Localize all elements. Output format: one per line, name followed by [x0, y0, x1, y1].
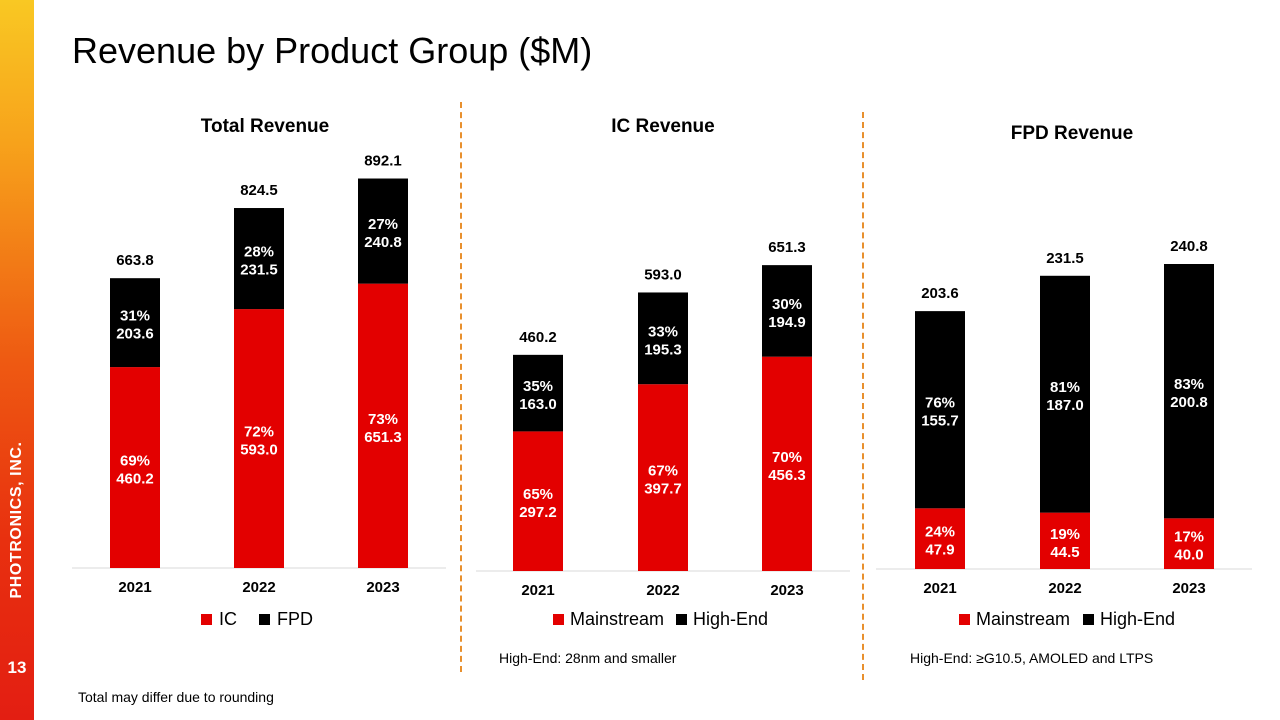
ic-legend-swatch-0: [553, 614, 564, 625]
total-percent-label-top-2022: 28%: [244, 244, 274, 261]
total-bar-top-2023: [358, 178, 408, 284]
total-category-label-2023: 2023: [366, 579, 399, 596]
ic-percent-label-bottom-2021: 65%: [523, 486, 553, 503]
ic-legend-label-1: High-End: [693, 609, 768, 629]
fpd-value-label-top-2022: 187.0: [1046, 397, 1084, 414]
total-legend-swatch-0: [201, 614, 212, 625]
fpd-percent-label-top-2021: 76%: [925, 395, 955, 412]
ic-value-label-top-2021: 163.0: [519, 396, 557, 413]
fpd-percent-label-bottom-2023: 17%: [1174, 529, 1204, 546]
ic-value-label-top-2022: 195.3: [644, 341, 682, 358]
fpd-percent-label-bottom-2022: 19%: [1050, 526, 1080, 543]
ic-total-label-2021: 460.2: [519, 329, 557, 346]
fpd-legend-label-0: Mainstream: [976, 609, 1070, 629]
fpd-total-label-2023: 240.8: [1170, 238, 1208, 255]
ic-percent-label-top-2023: 30%: [772, 296, 802, 313]
total-value-label-top-2021: 203.6: [116, 326, 154, 343]
ic-bar-top-2022: [638, 292, 688, 385]
fpd-category-label-2022: 2022: [1048, 580, 1081, 597]
panel-divider-1: [460, 102, 462, 672]
total-total-label-2023: 892.1: [364, 153, 402, 170]
ic-legend-label-0: Mainstream: [570, 609, 664, 629]
fpd-total-label-2022: 231.5: [1046, 250, 1084, 267]
total-bar-bottom-2023: [358, 283, 408, 568]
total-category-label-2022: 2022: [242, 579, 275, 596]
fpd-value-label-bottom-2022: 44.5: [1050, 544, 1079, 561]
total-percent-label-bottom-2023: 73%: [368, 411, 398, 428]
total-bar-bottom-2022: [234, 309, 284, 568]
total-total-label-2022: 824.5: [240, 182, 278, 199]
rounding-footnote: Total may differ due to rounding: [78, 689, 274, 705]
ic-chart-title: IC Revenue: [611, 116, 714, 137]
panel-divider-2: [862, 112, 864, 680]
fpd-legend-swatch-0: [959, 614, 970, 625]
ic-bar-top-2023: [762, 265, 812, 357]
total-percent-label-top-2021: 31%: [120, 308, 150, 325]
total-bar-bottom-2021: [110, 367, 160, 568]
fpd-percent-label-top-2022: 81%: [1050, 379, 1080, 396]
fpd-bar-bottom-2021: [915, 508, 965, 569]
fpd-percent-label-bottom-2021: 24%: [925, 524, 955, 541]
fpd-value-label-top-2021: 155.7: [921, 413, 959, 430]
ic-value-label-bottom-2023: 456.3: [768, 467, 806, 484]
ic-percent-label-bottom-2022: 67%: [648, 463, 678, 480]
total-value-label-bottom-2023: 651.3: [364, 429, 402, 446]
total-value-label-bottom-2022: 593.0: [240, 442, 278, 459]
fpd-bar-top-2021: [915, 311, 965, 509]
total-value-label-bottom-2021: 460.2: [116, 471, 154, 488]
ic-legend-swatch-1: [676, 614, 687, 625]
fpd-legend-label-1: High-End: [1100, 609, 1175, 629]
ic-percent-label-bottom-2023: 70%: [772, 449, 802, 466]
total-value-label-top-2023: 240.8: [364, 234, 402, 251]
total-bar-top-2021: [110, 278, 160, 368]
total-legend-label-1: FPD: [277, 609, 313, 629]
brand-side-bar: PHOTRONICS, INC. 13: [0, 0, 34, 720]
fpd-value-label-top-2023: 200.8: [1170, 394, 1208, 411]
total-chart-title: Total Revenue: [201, 116, 329, 137]
fpd-value-label-bottom-2021: 47.9: [925, 542, 954, 559]
ic-percent-label-top-2021: 35%: [523, 378, 553, 395]
ic-percent-label-top-2022: 33%: [648, 323, 678, 340]
ic-total-label-2022: 593.0: [644, 266, 682, 283]
page-number: 13: [7, 658, 27, 677]
fpd-chart-title: FPD Revenue: [1011, 123, 1133, 144]
ic-category-label-2021: 2021: [521, 582, 554, 599]
fpd-bar-top-2023: [1164, 264, 1214, 519]
fpd-high-end-note: High-End: ≥G10.5, AMOLED and LTPS: [910, 650, 1154, 666]
ic-category-label-2022: 2022: [646, 582, 679, 599]
total-percent-label-bottom-2022: 72%: [244, 424, 274, 441]
fpd-category-label-2021: 2021: [923, 580, 956, 597]
ic-value-label-bottom-2021: 297.2: [519, 504, 557, 521]
total-legend-swatch-1: [259, 614, 270, 625]
fpd-percent-label-top-2023: 83%: [1174, 376, 1204, 393]
fpd-category-label-2023: 2023: [1172, 580, 1205, 597]
ic-total-label-2023: 651.3: [768, 239, 806, 256]
page-title: Revenue by Product Group ($M): [72, 30, 593, 71]
ic-bar-bottom-2022: [638, 384, 688, 571]
fpd-legend-swatch-1: [1083, 614, 1094, 625]
total-bar-top-2022: [234, 208, 284, 310]
ic-category-label-2023: 2023: [770, 582, 803, 599]
ic-bar-bottom-2023: [762, 356, 812, 571]
total-total-label-2021: 663.8: [116, 252, 154, 269]
fpd-total-label-2021: 203.6: [921, 285, 959, 302]
total-value-label-top-2022: 231.5: [240, 262, 278, 279]
total-percent-label-top-2023: 27%: [368, 216, 398, 233]
ic-bar-bottom-2021: [513, 431, 563, 571]
fpd-bar-bottom-2022: [1040, 512, 1090, 569]
total-percent-label-bottom-2021: 69%: [120, 453, 150, 470]
ic-high-end-note: High-End: 28nm and smaller: [499, 650, 677, 666]
total-legend-label-0: IC: [219, 609, 237, 629]
total-category-label-2021: 2021: [118, 579, 151, 596]
ic-value-label-bottom-2022: 397.7: [644, 481, 682, 498]
fpd-bar-bottom-2023: [1164, 518, 1214, 569]
ic-bar-top-2021: [513, 354, 563, 432]
fpd-bar-top-2022: [1040, 275, 1090, 513]
fpd-value-label-bottom-2023: 40.0: [1174, 547, 1203, 564]
ic-value-label-top-2023: 194.9: [768, 314, 806, 331]
